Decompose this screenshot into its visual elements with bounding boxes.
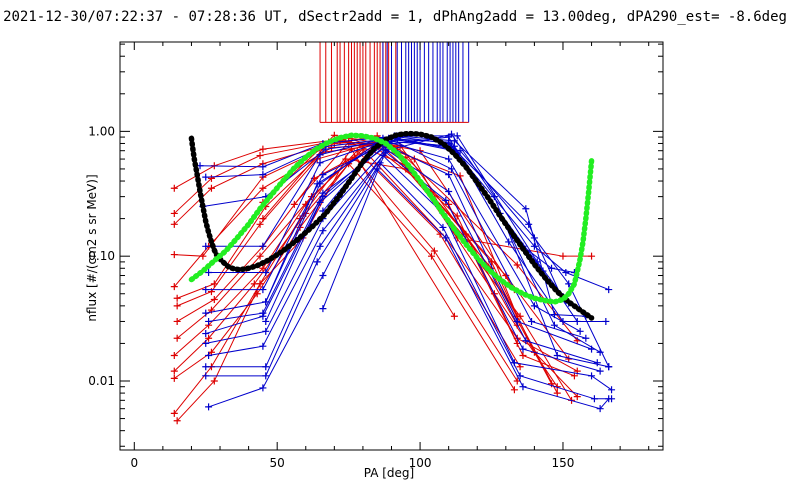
blue-data-point <box>608 386 615 393</box>
blue-data-point <box>445 156 452 163</box>
blue-data-point <box>259 343 266 350</box>
red-data-point <box>171 185 178 192</box>
red-data-point <box>171 251 178 258</box>
blue-data-point <box>605 286 612 293</box>
red-data-point <box>588 253 595 260</box>
blue-data-point <box>314 258 321 265</box>
plot-area <box>171 42 615 424</box>
red-data-point <box>451 313 458 320</box>
blue-data-point <box>319 272 326 279</box>
blue-data-point <box>319 305 326 312</box>
red-series-line <box>177 146 574 376</box>
blue-data-point <box>259 384 266 391</box>
red-series-line <box>174 164 514 390</box>
blue-data-point <box>605 363 612 370</box>
chart-title: 2021-12-30/07:22:37 - 07:28:36 UT, dSect… <box>3 9 787 25</box>
blue-data-point <box>597 368 604 375</box>
y-axis-label: nflux [#/(cm2 s sr MeV)] <box>85 174 99 321</box>
flux-chart: 2021-12-30/07:22:37 - 07:28:36 UT, dSect… <box>0 0 800 500</box>
blue-data-point <box>202 363 209 370</box>
x-tick-label: 150 <box>552 456 575 470</box>
blue-data-point <box>202 174 209 181</box>
x-tick-label: 0 <box>130 456 138 470</box>
red-data-point <box>259 146 266 153</box>
red-data-point <box>174 302 181 309</box>
blue-data-point <box>205 318 212 325</box>
data-layer <box>171 42 615 424</box>
y-axis: 0.010.101.00 <box>88 44 663 446</box>
blue-data-point <box>262 328 269 335</box>
blue-data-point <box>528 318 535 325</box>
blue-data-point <box>205 403 212 410</box>
blue-data-point <box>602 318 609 325</box>
red-data-point <box>171 375 178 382</box>
y-tick-label: 1.00 <box>88 124 115 138</box>
blue-data-point <box>317 243 324 250</box>
red-data-point <box>511 386 518 393</box>
x-axis-label: PA [deg] <box>364 466 414 480</box>
red-data-point <box>174 318 181 325</box>
red-data-point <box>257 152 264 159</box>
blue-data-point <box>582 335 589 342</box>
red-data-point <box>559 253 566 260</box>
x-tick-label: 50 <box>270 456 285 470</box>
blue-series-line <box>206 137 560 294</box>
red-series-line <box>177 149 454 421</box>
blue-data-point <box>591 395 598 402</box>
blue-data-point <box>202 372 209 379</box>
red-series-line <box>294 142 551 384</box>
blue-data-point <box>577 328 584 335</box>
blue-series-line <box>209 169 609 409</box>
y-tick-label: 0.01 <box>88 374 115 388</box>
blue-data-point <box>588 372 595 379</box>
red-data-point <box>519 352 526 359</box>
blue-series-line <box>206 145 592 349</box>
blue-series-line <box>206 136 569 303</box>
red-data-point <box>174 295 181 302</box>
blue-data-point <box>519 383 526 390</box>
